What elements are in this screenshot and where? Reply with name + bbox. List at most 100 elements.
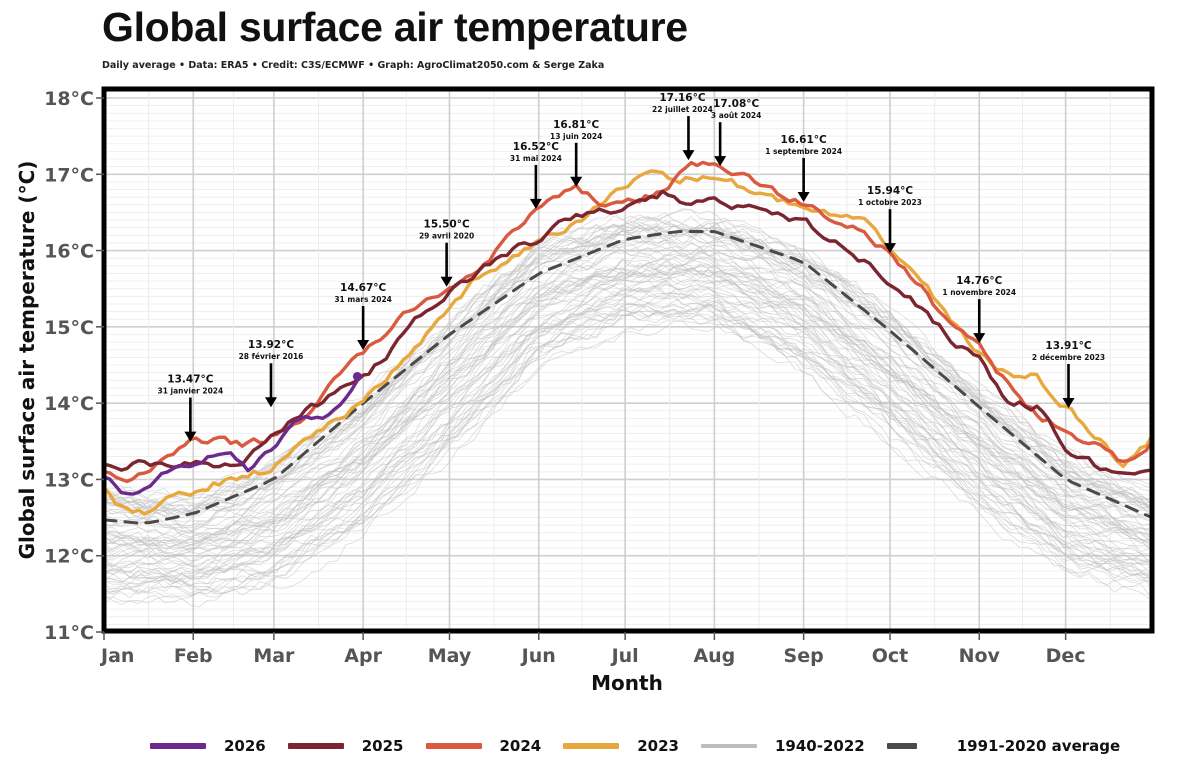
historical-year-line xyxy=(103,223,1150,519)
historical-year-line xyxy=(103,295,1150,581)
annotation: 17.16°C22 juillet 2024 xyxy=(652,92,713,161)
annotation-date: 2 décembre 2023 xyxy=(1032,353,1105,362)
historical-year-line xyxy=(103,260,1150,548)
annotation-date: 31 mai 2024 xyxy=(510,154,562,163)
annotation: 14.76°C1 novembre 2024 xyxy=(942,275,1016,344)
historical-year-line xyxy=(103,299,1150,591)
x-tick-label: Jun xyxy=(520,645,556,667)
y-axis-title: Global surface air temperature (°C) xyxy=(15,161,39,560)
legend-item: 1940-2022 xyxy=(701,737,865,755)
annotation: 15.50°C29 avril 2020 xyxy=(419,219,474,287)
annotation-date: 1 octobre 2023 xyxy=(858,198,922,207)
historical-year-line xyxy=(103,239,1150,539)
legend-label: 2026 xyxy=(224,737,266,755)
y-axis: 11°C 12°C 13°C 14°C 15°C 16°C 17°C 18°C xyxy=(44,88,104,644)
annotation-date: 28 février 2016 xyxy=(239,352,304,361)
historical-year-line xyxy=(103,263,1150,551)
historical-year-line xyxy=(103,267,1150,553)
x-tick-label: Jan xyxy=(99,645,134,667)
legend-item: 2024 xyxy=(425,737,542,755)
annotation: 15.94°C1 octobre 2023 xyxy=(858,185,922,254)
annotation: 17.08°C3 août 2024 xyxy=(711,98,761,167)
legend-label: 2024 xyxy=(499,737,542,755)
annotation-arrow-head xyxy=(570,176,583,187)
legend-swatch xyxy=(701,744,757,748)
legend-label: 2025 xyxy=(361,737,404,755)
annotation-arrow-head xyxy=(1062,398,1075,409)
annotation-arrow-head xyxy=(357,340,370,351)
legend-swatch xyxy=(563,743,620,749)
annotation-date: 29 avril 2020 xyxy=(419,232,474,241)
historical-year-line xyxy=(103,283,1150,578)
annotation-value: 14.76°C xyxy=(956,275,1002,287)
annotation-arrow-head xyxy=(797,192,810,203)
annotation: 13.47°C31 janvier 2024 xyxy=(157,374,223,442)
annotation-value: 13.92°C xyxy=(248,339,294,351)
y-tick-label: 15°C xyxy=(44,317,94,339)
annotation-arrow-head xyxy=(440,276,453,287)
series-line-2023 xyxy=(102,169,1154,516)
annotation-arrow-head xyxy=(714,156,727,167)
historical-year-line xyxy=(103,257,1150,550)
annotation: 16.61°C1 septembre 2024 xyxy=(765,134,842,203)
y-tick-label: 17°C xyxy=(44,164,94,186)
annotation-date: 13 juin 2024 xyxy=(550,132,602,141)
historical-year-line xyxy=(103,268,1150,546)
y-tick-label: 18°C xyxy=(44,88,94,110)
historical-year-line xyxy=(103,303,1150,591)
historical-year-line xyxy=(103,284,1150,574)
x-tick-label: Apr xyxy=(344,645,382,667)
annotation-date: 1 septembre 2024 xyxy=(765,147,842,156)
historical-year-line xyxy=(103,224,1150,512)
historical-year-line xyxy=(103,289,1150,579)
annotation: 13.91°C2 décembre 2023 xyxy=(1032,340,1105,409)
historical-year-line xyxy=(103,251,1150,543)
x-tick-label: Feb xyxy=(174,645,213,667)
annotation-value: 13.91°C xyxy=(1045,340,1091,352)
annotation-arrow-head xyxy=(884,243,896,254)
x-tick-label: Jul xyxy=(610,645,639,667)
plot-frame xyxy=(101,86,1155,634)
legend-swatch xyxy=(287,743,344,749)
historical-year-line xyxy=(103,252,1150,546)
x-axis: Jan Feb Mar Apr May Jun Jul Aug Sep Oct Nov Dec xyxy=(99,632,1086,667)
x-tick-label: Aug xyxy=(693,645,735,667)
annotation: 16.52°C31 mai 2024 xyxy=(510,141,562,209)
annotation-arrow-head xyxy=(529,198,542,209)
historical-year-line xyxy=(103,239,1150,532)
legend-item: 2026 xyxy=(150,737,266,755)
historical-year-line xyxy=(103,228,1150,514)
y-tick-label: 16°C xyxy=(44,241,94,263)
series-2026-endpoint xyxy=(352,371,362,381)
annotation-date: 3 août 2024 xyxy=(711,111,761,120)
y-tick-label: 14°C xyxy=(44,393,94,415)
x-tick-label: Mar xyxy=(253,645,295,667)
annotation-arrow-head xyxy=(264,397,277,408)
annotation-value: 14.67°C xyxy=(340,282,386,294)
x-tick-label: Sep xyxy=(784,645,824,667)
historical-year-line xyxy=(103,294,1150,585)
historical-year-line xyxy=(103,304,1150,596)
record-annotations: 13.47°C31 janvier 2024 13.92°C28 février … xyxy=(157,92,1105,442)
x-tick-label: Dec xyxy=(1046,645,1086,667)
historical-year-line xyxy=(103,253,1150,542)
annotation-value: 17.08°C xyxy=(713,98,759,110)
series-line-1991-2020-average xyxy=(102,230,1154,525)
historical-year-line xyxy=(103,271,1150,561)
chart-title: Global surface air temperature xyxy=(102,4,688,50)
historical-year-line xyxy=(103,264,1150,549)
legend: 2026 2025 2024 2023 1940-2022 1991-2020 avera… xyxy=(150,737,1142,755)
legend-swatch xyxy=(886,743,917,749)
legend-item: 2023 xyxy=(563,737,679,755)
x-tick-label: May xyxy=(428,645,472,667)
y-tick-label: 11°C xyxy=(44,622,94,644)
series-line-2026 xyxy=(102,378,360,496)
x-axis-title: Month xyxy=(591,671,663,695)
series-lines xyxy=(102,160,1154,525)
legend-swatch xyxy=(425,743,482,749)
annotation-value: 17.16°C xyxy=(659,92,705,104)
historical-band-1940-2022 xyxy=(103,208,1150,608)
historical-year-line xyxy=(103,303,1150,600)
annotation-arrow-head xyxy=(184,431,197,442)
